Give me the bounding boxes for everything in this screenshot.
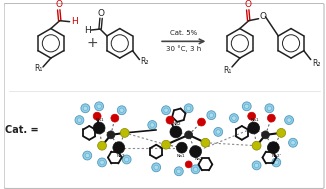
Circle shape xyxy=(232,116,236,120)
Text: H: H xyxy=(84,26,91,35)
Circle shape xyxy=(207,111,216,120)
Text: Na1: Na1 xyxy=(250,118,259,122)
Circle shape xyxy=(209,113,214,117)
Circle shape xyxy=(265,104,274,113)
Text: O: O xyxy=(259,12,266,21)
Circle shape xyxy=(184,104,193,113)
Circle shape xyxy=(201,138,210,147)
Circle shape xyxy=(272,158,281,167)
Circle shape xyxy=(244,104,249,108)
Text: +: + xyxy=(86,36,98,50)
Circle shape xyxy=(154,165,158,170)
Circle shape xyxy=(285,116,293,125)
Circle shape xyxy=(100,160,104,165)
Circle shape xyxy=(186,106,191,111)
Circle shape xyxy=(77,118,82,122)
Circle shape xyxy=(267,114,275,122)
Text: Na2: Na2 xyxy=(172,122,181,126)
Circle shape xyxy=(267,142,279,154)
Circle shape xyxy=(254,163,259,168)
Circle shape xyxy=(193,167,198,172)
Circle shape xyxy=(170,126,182,138)
Text: R₂: R₂ xyxy=(312,59,321,68)
Circle shape xyxy=(117,106,126,115)
Circle shape xyxy=(97,104,101,108)
Circle shape xyxy=(75,116,84,125)
Circle shape xyxy=(83,106,88,111)
Circle shape xyxy=(162,140,170,149)
Circle shape xyxy=(177,169,181,174)
Circle shape xyxy=(230,114,238,122)
Text: R₂: R₂ xyxy=(140,57,149,66)
Circle shape xyxy=(176,142,187,153)
Circle shape xyxy=(191,165,200,174)
Circle shape xyxy=(120,108,124,112)
Circle shape xyxy=(198,118,205,126)
Circle shape xyxy=(120,129,129,137)
Circle shape xyxy=(148,121,157,129)
Circle shape xyxy=(164,108,168,112)
Circle shape xyxy=(97,141,107,150)
Text: R₁: R₁ xyxy=(34,64,42,73)
Circle shape xyxy=(162,106,170,115)
Circle shape xyxy=(113,142,125,154)
Circle shape xyxy=(291,140,295,145)
Circle shape xyxy=(267,106,272,111)
Circle shape xyxy=(248,122,259,134)
Text: O: O xyxy=(244,0,251,9)
Text: H: H xyxy=(71,17,78,26)
Circle shape xyxy=(242,102,251,111)
Circle shape xyxy=(83,151,92,160)
Text: Na1: Na1 xyxy=(96,118,104,122)
Circle shape xyxy=(125,157,129,162)
Circle shape xyxy=(152,163,161,172)
Circle shape xyxy=(166,116,174,124)
Text: Na2': Na2' xyxy=(271,153,281,158)
Circle shape xyxy=(95,102,104,111)
Text: R₁: R₁ xyxy=(223,66,231,75)
Circle shape xyxy=(174,167,183,176)
Circle shape xyxy=(185,131,193,139)
Text: O: O xyxy=(55,0,62,9)
Circle shape xyxy=(122,155,131,164)
Text: 30 °C, 3 h: 30 °C, 3 h xyxy=(166,45,201,52)
FancyBboxPatch shape xyxy=(4,3,324,188)
Text: O: O xyxy=(97,9,105,18)
Text: Na2: Na2 xyxy=(194,157,203,161)
Circle shape xyxy=(111,114,119,122)
Circle shape xyxy=(289,138,297,147)
Circle shape xyxy=(252,161,261,170)
Circle shape xyxy=(261,131,269,139)
Circle shape xyxy=(214,127,223,136)
Circle shape xyxy=(274,160,278,165)
Circle shape xyxy=(252,141,261,150)
Circle shape xyxy=(93,122,105,134)
Text: Na2: Na2 xyxy=(116,153,125,158)
Circle shape xyxy=(97,158,107,167)
Circle shape xyxy=(150,123,155,127)
Text: Cat. 5%: Cat. 5% xyxy=(170,30,197,36)
Circle shape xyxy=(81,104,90,113)
Text: Na1: Na1 xyxy=(176,153,185,158)
Circle shape xyxy=(185,161,192,168)
Circle shape xyxy=(248,112,256,120)
Circle shape xyxy=(85,153,90,158)
Circle shape xyxy=(190,146,201,157)
Circle shape xyxy=(287,118,291,122)
Text: Cat. =: Cat. = xyxy=(5,125,38,135)
Circle shape xyxy=(216,130,220,134)
Circle shape xyxy=(107,131,115,139)
Circle shape xyxy=(93,112,101,120)
Circle shape xyxy=(277,129,286,137)
